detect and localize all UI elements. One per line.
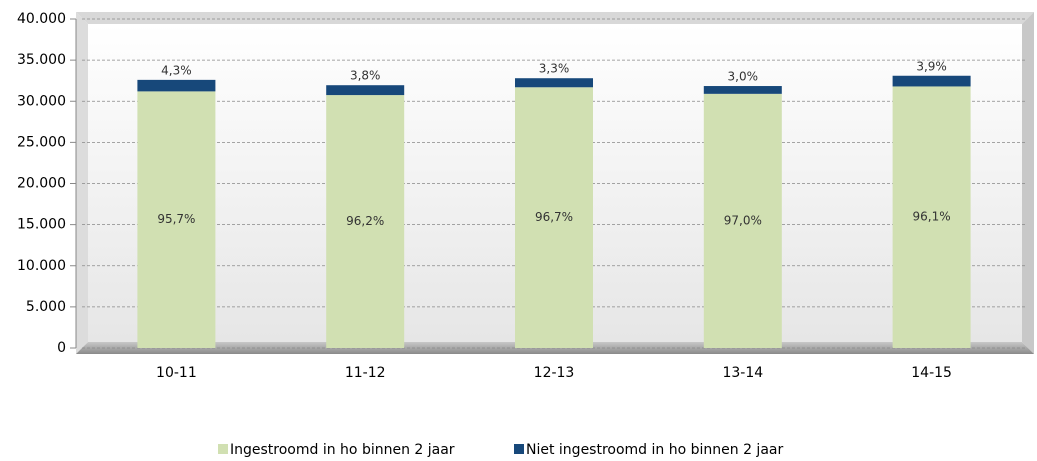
y-tick-label: 25.000 — [17, 134, 66, 150]
legend-swatch — [514, 444, 524, 454]
x-tick-label: 13-14 — [722, 365, 763, 381]
y-tick-label: 15.000 — [17, 217, 66, 233]
data-label: 3,0% — [728, 70, 759, 84]
data-label: 3,8% — [350, 69, 381, 83]
data-label: 3,9% — [916, 59, 947, 73]
x-tick-label: 12-13 — [534, 365, 575, 381]
bar-segment — [515, 87, 593, 348]
bar-segment — [892, 86, 971, 348]
bar-segment — [703, 93, 782, 348]
y-tick-label: 30.000 — [17, 93, 66, 109]
bar-segment — [137, 91, 216, 348]
data-label: 96,1% — [913, 210, 951, 224]
data-label: 96,2% — [346, 214, 384, 228]
data-label: 4,3% — [161, 63, 192, 77]
frame-top — [76, 12, 1034, 24]
frame-left — [76, 12, 88, 354]
data-label: 3,3% — [539, 62, 570, 76]
bar-segment — [892, 75, 971, 87]
frame-right — [1022, 12, 1034, 354]
bar-segment — [137, 79, 216, 92]
legend-label: Niet ingestroomd in ho binnen 2 jaar — [526, 442, 783, 458]
bar-segment — [515, 78, 593, 88]
data-label: 97,0% — [724, 213, 762, 227]
y-tick-label: 10.000 — [17, 258, 66, 274]
bar-segment — [326, 95, 405, 348]
y-tick-label: 20.000 — [17, 176, 66, 192]
bar-segment — [703, 86, 782, 94]
data-label: 95,7% — [157, 212, 195, 226]
legend-label: Ingestroomd in ho binnen 2 jaar — [230, 442, 455, 458]
x-tick-label: 11-12 — [345, 365, 386, 381]
y-tick-label: 35.000 — [17, 52, 66, 68]
y-tick-label: 0 — [57, 340, 66, 356]
x-tick-label: 14-15 — [911, 365, 952, 381]
bar-segment — [326, 85, 405, 96]
x-tick-label: 10-11 — [156, 365, 197, 381]
data-label: 96,7% — [535, 210, 573, 224]
legend-swatch — [218, 444, 228, 454]
y-tick-label: 40.000 — [17, 11, 66, 27]
y-tick-label: 5.000 — [26, 299, 66, 315]
